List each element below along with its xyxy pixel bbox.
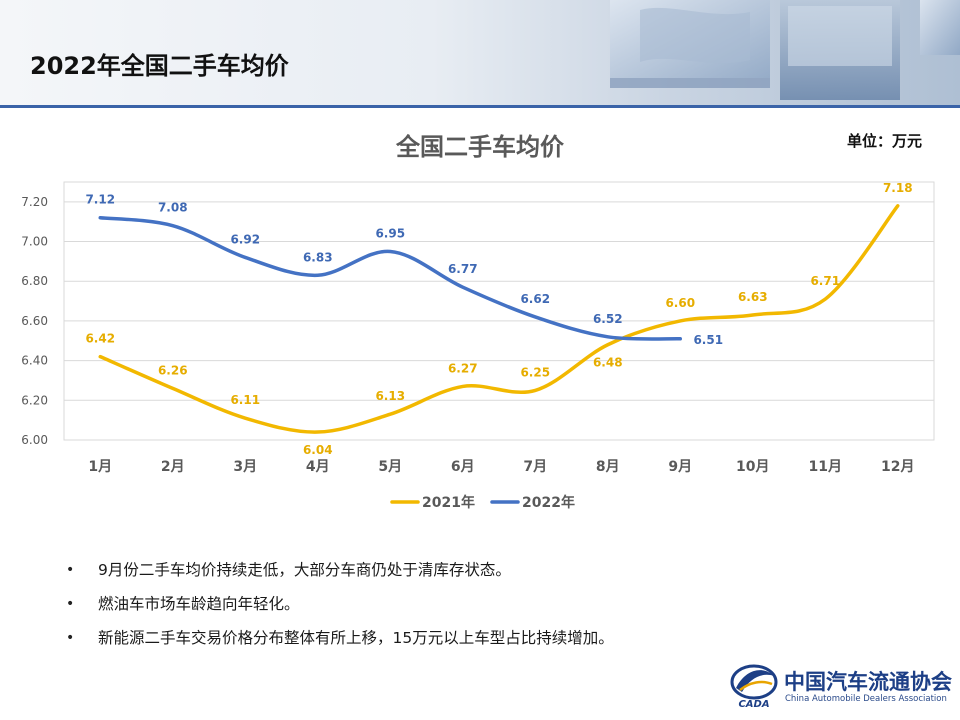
data-label: 6.13 [375, 389, 405, 403]
header-banner: 2022年全国二手车均价 [0, 0, 960, 105]
x-tick-label: 11月 [809, 459, 842, 475]
x-tick-label: 4月 [306, 459, 330, 475]
data-label: 6.52 [593, 312, 623, 326]
unit-label: 单位：万元 [846, 132, 922, 150]
data-label: 6.83 [303, 250, 333, 264]
x-tick-label: 1月 [88, 459, 112, 475]
bullet-dot: • [66, 596, 75, 612]
data-label: 6.92 [230, 232, 260, 246]
data-label: 7.18 [883, 181, 913, 195]
data-label: 6.25 [520, 365, 550, 379]
x-axis-ticks: 1月 2月 3月 4月 5月 6月 7月 8月 9月 10月 11月 12月 [88, 459, 914, 475]
bullet-item: • 燃油车市场车龄趋向年轻化。 [66, 592, 614, 626]
data-label: 6.60 [665, 296, 695, 310]
data-label: 6.04 [303, 443, 333, 457]
x-tick-label: 9月 [668, 459, 692, 475]
data-label: 6.77 [448, 262, 478, 276]
data-label: 7.08 [158, 201, 188, 215]
line-chart: 全国二手车均价 6.00 6.20 6.40 6.60 6.80 7.00 7.20 1月 2… [21, 133, 935, 511]
y-tick-label: 6.00 [21, 433, 48, 447]
bullet-dot: • [66, 562, 75, 578]
header-decoration [610, 0, 960, 100]
legend-label: 2022年 [522, 494, 575, 511]
y-tick-label: 7.00 [21, 235, 48, 249]
y-tick-label: 7.20 [21, 195, 48, 209]
x-tick-label: 6月 [451, 459, 475, 475]
cada-logo: CADA 中国汽车流通协会 China Automobile Dealers A… [728, 660, 953, 712]
svg-text:CADA: CADA [738, 699, 769, 710]
data-label: 6.62 [520, 292, 550, 306]
data-label: 6.51 [693, 333, 723, 347]
data-label: 6.71 [810, 274, 840, 288]
bullet-item: • 新能源二手车交易价格分布整体有所上移，15万元以上车型占比持续增加。 [66, 626, 614, 660]
data-label: 6.95 [375, 226, 405, 240]
chart-grid [63, 181, 935, 441]
data-labels: 6.42 6.26 6.11 6.04 6.13 6.27 6.25 6.48 6.60 6.63… [85, 181, 912, 457]
y-tick-label: 6.20 [21, 393, 48, 407]
slide-title: 2022年全国二手车均价 [30, 52, 289, 80]
x-tick-label: 5月 [378, 459, 402, 475]
x-tick-label: 2月 [161, 459, 185, 475]
bullet-item: • 9月份二手车均价持续走低，大部分车商仍处于清库存状态。 [66, 558, 614, 592]
bullet-list: • 9月份二手车均价持续走低，大部分车商仍处于清库存状态。 • 燃油车市场车龄趋向年… [66, 558, 614, 660]
data-label: 6.63 [738, 290, 768, 304]
logo-name-en: China Automobile Dealers Association [785, 694, 947, 704]
chart-series [98, 204, 900, 434]
data-label: 6.27 [448, 361, 478, 375]
data-label: 7.12 [85, 193, 115, 207]
x-tick-label: 7月 [523, 459, 547, 475]
chart-legend: 2021年 2022年 [390, 494, 575, 511]
data-label: 6.26 [158, 363, 188, 377]
legend-label: 2021年 [422, 494, 475, 511]
data-label: 6.48 [593, 356, 623, 370]
y-axis-ticks: 6.00 6.20 6.40 6.60 6.80 7.00 7.20 [21, 195, 48, 447]
header-divider [0, 105, 960, 108]
data-label: 6.42 [85, 332, 115, 346]
y-tick-label: 6.80 [21, 274, 48, 288]
data-label: 6.11 [230, 393, 260, 407]
series-line-1 [98, 204, 900, 434]
y-tick-label: 6.40 [21, 354, 48, 368]
x-tick-label: 3月 [233, 459, 257, 475]
bullet-dot: • [66, 630, 75, 646]
x-tick-label: 8月 [596, 459, 620, 475]
x-tick-label: 10月 [736, 459, 769, 475]
cada-logo-mark: CADA [730, 664, 778, 710]
x-tick-label: 12月 [881, 459, 914, 475]
y-tick-label: 6.60 [21, 314, 48, 328]
logo-name-cn: 中国汽车流通协会 [784, 669, 952, 694]
chart-title: 全国二手车均价 [395, 133, 565, 161]
